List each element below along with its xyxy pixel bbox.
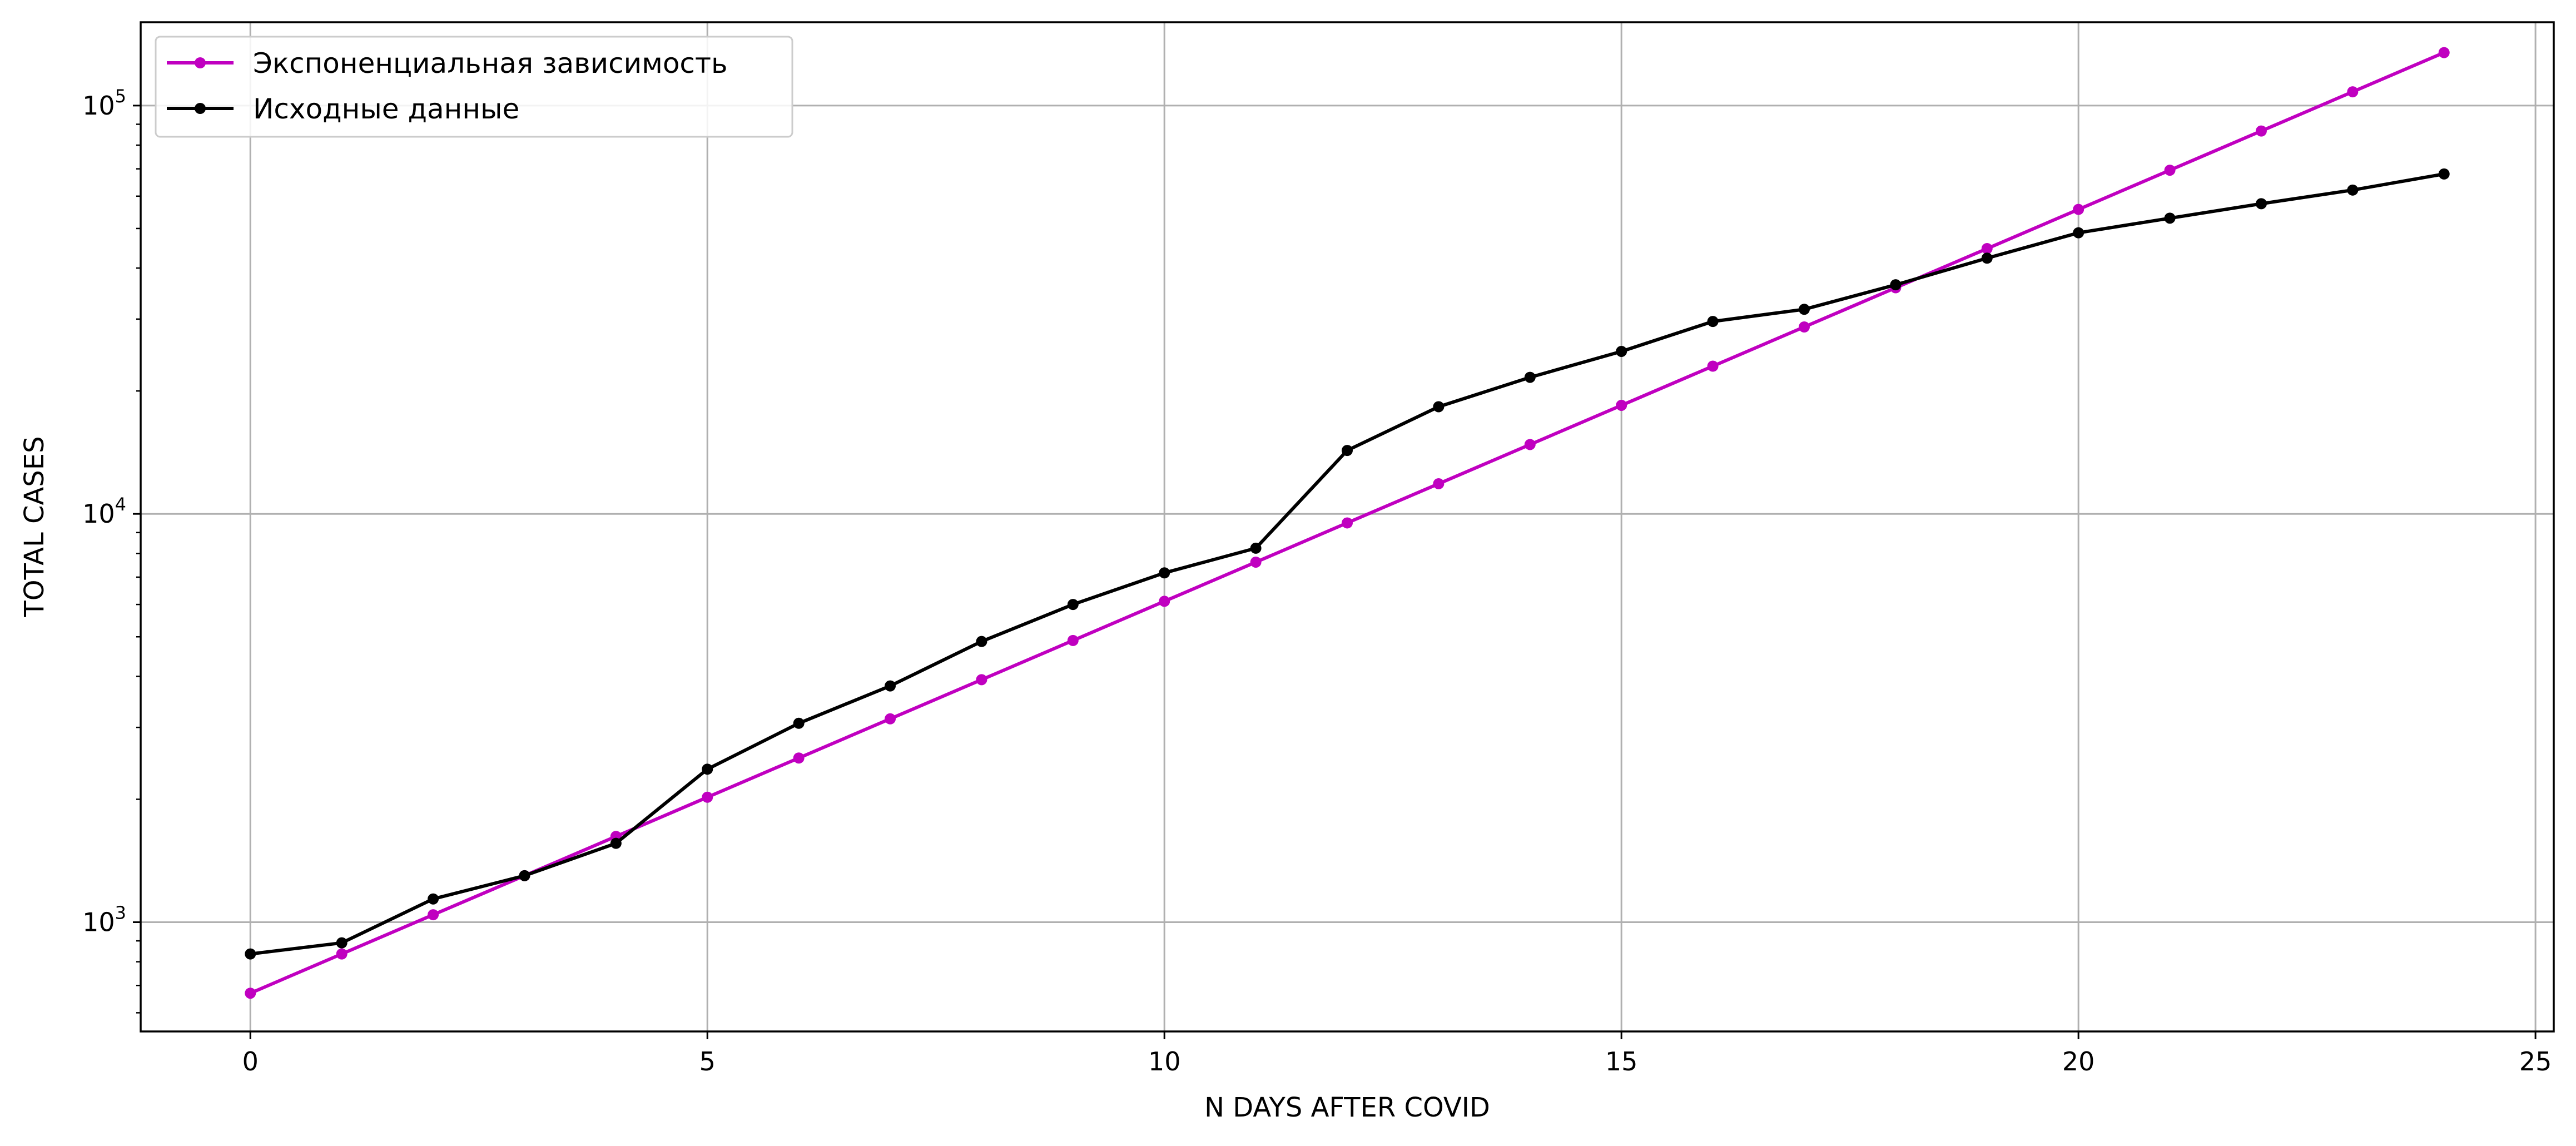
data-point-series-1 bbox=[2438, 168, 2450, 180]
data-point-series-1 bbox=[1067, 599, 1079, 611]
plot-frame bbox=[140, 21, 2555, 1033]
legend-marker-source-data bbox=[195, 103, 206, 114]
data-point-series-0 bbox=[1798, 321, 1810, 333]
data-point-series-0 bbox=[428, 909, 439, 921]
data-point-series-1 bbox=[885, 680, 896, 692]
y-axis-label: TOTAL CASES bbox=[19, 436, 50, 617]
data-point-series-1 bbox=[1798, 304, 1810, 315]
legend: Экспоненциальная зависимость Исходные да… bbox=[155, 36, 793, 138]
x-tick-label: 5 bbox=[699, 1046, 716, 1076]
y-tick-label-exponent: 5 bbox=[115, 86, 126, 107]
data-point-series-0 bbox=[1433, 478, 1445, 489]
data-point-series-0 bbox=[702, 791, 713, 803]
data-point-series-1 bbox=[702, 763, 713, 775]
data-point-series-0 bbox=[2255, 125, 2267, 137]
data-point-series-1 bbox=[1616, 345, 1627, 357]
data-point-series-1 bbox=[1707, 316, 1719, 328]
data-point-series-0 bbox=[976, 674, 987, 686]
data-point-series-1 bbox=[245, 948, 256, 960]
x-tick-label: 0 bbox=[242, 1046, 259, 1076]
data-point-series-1 bbox=[1890, 279, 1902, 291]
data-point-series-1 bbox=[2073, 227, 2084, 239]
data-point-series-0 bbox=[1981, 243, 1993, 255]
x-tick-label: 25 bbox=[2519, 1046, 2552, 1076]
data-point-series-1 bbox=[519, 870, 530, 881]
data-point-series-0 bbox=[2347, 86, 2359, 98]
y-tick-label-base: 10 bbox=[82, 91, 115, 121]
y-tick-label-base: 10 bbox=[82, 907, 115, 937]
data-point-series-1 bbox=[1524, 371, 1536, 383]
data-point-series-1 bbox=[1981, 252, 1993, 264]
data-point-series-0 bbox=[793, 752, 805, 764]
data-point-series-0 bbox=[2438, 47, 2450, 58]
data-point-series-0 bbox=[1250, 556, 1262, 568]
data-point-series-1 bbox=[1159, 567, 1170, 579]
data-point-series-0 bbox=[2164, 165, 2176, 176]
y-tick-label: 105 bbox=[82, 86, 126, 121]
data-point-series-0 bbox=[885, 713, 896, 725]
legend-label-exponential: Экспоненциальная зависимость bbox=[253, 47, 728, 80]
y-tick-label-exponent: 3 bbox=[115, 902, 126, 923]
data-point-series-0 bbox=[245, 988, 256, 999]
y-tick-label: 104 bbox=[82, 494, 126, 529]
legend-box bbox=[155, 36, 793, 138]
data-point-series-0 bbox=[1067, 634, 1079, 646]
legend-marker-exponential bbox=[195, 57, 206, 68]
data-point-series-0 bbox=[1159, 596, 1170, 607]
data-point-series-1 bbox=[428, 893, 439, 905]
y-tick-label-exponent: 4 bbox=[115, 494, 126, 515]
y-tick-label: 103 bbox=[82, 902, 126, 937]
data-point-series-1 bbox=[610, 837, 622, 849]
data-point-series-1 bbox=[1342, 445, 1353, 457]
x-axis-label: N DAYS AFTER COVID bbox=[1204, 1092, 1490, 1123]
data-point-series-0 bbox=[1524, 439, 1536, 450]
x-tick-label: 10 bbox=[1148, 1046, 1181, 1076]
data-point-series-1 bbox=[793, 717, 805, 729]
data-point-series-1 bbox=[336, 937, 348, 949]
data-point-series-1 bbox=[2347, 184, 2359, 196]
data-point-series-1 bbox=[976, 636, 987, 647]
plot-series bbox=[245, 47, 2450, 999]
data-point-series-1 bbox=[1433, 401, 1445, 413]
data-point-series-0 bbox=[2073, 204, 2084, 215]
x-tick-label: 15 bbox=[1605, 1046, 1638, 1076]
data-point-series-1 bbox=[2164, 212, 2176, 224]
data-point-series-1 bbox=[2255, 198, 2267, 210]
y-tick-label-base: 10 bbox=[82, 499, 115, 529]
data-point-series-0 bbox=[1707, 360, 1719, 372]
x-tick-label: 20 bbox=[2062, 1046, 2095, 1076]
data-point-series-0 bbox=[1342, 517, 1353, 529]
data-point-series-0 bbox=[1616, 399, 1627, 411]
legend-label-source-data: Исходные данные bbox=[253, 93, 519, 125]
grid-lines bbox=[141, 22, 2554, 1031]
data-point-series-1 bbox=[1250, 542, 1262, 554]
data-point-series-0 bbox=[336, 948, 348, 960]
